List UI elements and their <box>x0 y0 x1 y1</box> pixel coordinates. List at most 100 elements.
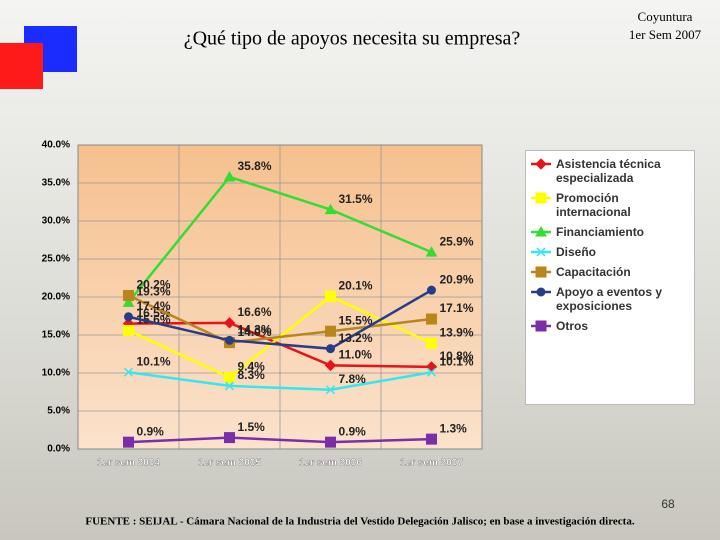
x-tick-label: 1er sem 2004 <box>97 458 160 469</box>
legend-entry: Asistencia técnica especializada <box>530 157 690 185</box>
value-label: 14.0% <box>238 325 272 339</box>
legend-entry: Capacitación <box>530 265 690 279</box>
y-tick-label: 20.0% <box>42 292 70 303</box>
value-label: 13.9% <box>440 326 474 340</box>
value-label: 35.8% <box>238 159 272 173</box>
value-label: 19.3% <box>137 284 171 298</box>
data-point <box>122 296 135 307</box>
series-line <box>128 436 432 444</box>
value-label: 20.9% <box>440 272 474 286</box>
value-label: 15.5% <box>339 313 373 327</box>
legend-swatch <box>531 287 551 297</box>
value-label: 16.6% <box>238 305 272 319</box>
value-label: 15.6% <box>137 313 171 327</box>
value-label: 0.9% <box>137 424 165 438</box>
legend-label: Apoyo a eventos y exposiciones <box>556 285 663 313</box>
data-point <box>325 436 336 448</box>
corner-label: Coyuntura <box>638 9 693 24</box>
value-label: 17.4% <box>137 299 171 313</box>
data-point <box>123 367 134 377</box>
series-line <box>127 294 432 344</box>
x-tick-label: 1er sem 2005 <box>198 458 261 469</box>
value-label: 1.5% <box>238 420 266 434</box>
value-label: 10.1% <box>440 354 474 368</box>
legend-label: Financiamiento <box>556 225 645 239</box>
value-label: 16.5% <box>137 306 171 320</box>
data-point <box>426 433 437 445</box>
legend-entry: Apoyo a eventos y exposiciones <box>530 285 690 313</box>
value-label: 0.9% <box>339 424 367 438</box>
value-label: 9.4% <box>238 360 266 374</box>
legend-swatch <box>531 158 551 170</box>
data-point <box>426 313 437 325</box>
value-label: 20.2% <box>137 278 171 292</box>
data-point <box>426 367 437 377</box>
value-label: 14.3% <box>238 322 272 336</box>
legend-marker <box>535 158 547 170</box>
legend-label: Diseño <box>556 245 597 259</box>
legend-marker <box>535 192 547 204</box>
data-point <box>123 436 134 448</box>
data-point <box>326 344 335 354</box>
legend-marker <box>535 225 547 237</box>
legend-label: Promoción internacional <box>556 191 631 219</box>
legend-marker <box>535 320 547 332</box>
data-point <box>324 203 337 215</box>
value-label: 7.8% <box>339 372 367 386</box>
data-point <box>324 359 337 372</box>
legend-label: Otros <box>556 319 589 333</box>
data-point <box>124 312 133 322</box>
series-line <box>128 371 432 391</box>
y-tick-label: 0.0% <box>47 444 70 455</box>
legend-swatch <box>531 320 551 332</box>
value-label: 10.8% <box>440 349 474 363</box>
value-label: 11.0% <box>339 348 373 362</box>
legend-marker <box>536 287 546 297</box>
legend-swatch <box>531 225 551 237</box>
x-tick-label: 1er sem 2006 <box>299 458 362 469</box>
data-point <box>427 285 436 295</box>
value-label: 31.5% <box>339 192 373 206</box>
legend: Asistencia técnica especializada Promoció… <box>525 150 695 405</box>
series-line <box>128 289 433 350</box>
data-point <box>325 325 336 337</box>
data-point <box>426 337 437 349</box>
y-tick-label: 15.0% <box>42 330 70 341</box>
data-point <box>123 324 134 336</box>
value-label: 25.9% <box>440 234 474 248</box>
corner-label: 1er Sem 2007 <box>629 27 702 42</box>
slide-title: ¿Qué tipo de apoyos necesita su empresa? <box>184 28 521 50</box>
legend-swatch <box>531 247 551 257</box>
data-point <box>325 385 336 395</box>
legend-entry: Financiamiento <box>530 225 690 239</box>
value-label: 13.2% <box>339 331 373 345</box>
legend-label: Capacitación <box>556 265 631 279</box>
data-point <box>225 335 234 345</box>
legend-marker <box>535 266 547 278</box>
data-point <box>224 372 235 384</box>
legend-entry: Promoción internacional <box>530 191 690 219</box>
data-point <box>223 317 236 329</box>
y-tick-label: 5.0% <box>47 406 70 417</box>
x-tick-label: 1er sem 2007 <box>400 458 463 469</box>
data-point <box>224 432 235 444</box>
series-line <box>127 175 432 304</box>
value-label: 1.3% <box>440 421 468 435</box>
y-tick-label: 30.0% <box>42 216 70 227</box>
value-label: 8.3% <box>238 368 266 382</box>
legend-entry: Otros <box>530 319 690 333</box>
y-tick-label: 10.0% <box>42 368 70 379</box>
y-tick-label: 40.0% <box>42 140 70 151</box>
data-point <box>325 290 336 302</box>
legend-swatch <box>531 192 551 204</box>
data-point <box>223 170 236 182</box>
value-label: 17.1% <box>440 301 474 315</box>
legend-entry: Diseño <box>530 245 690 259</box>
page-number: 68 <box>661 497 675 511</box>
y-tick-label: 35.0% <box>42 178 70 189</box>
data-point <box>123 289 134 301</box>
data-point <box>224 381 235 391</box>
legend-label: Asistencia técnica especializada <box>556 157 661 185</box>
